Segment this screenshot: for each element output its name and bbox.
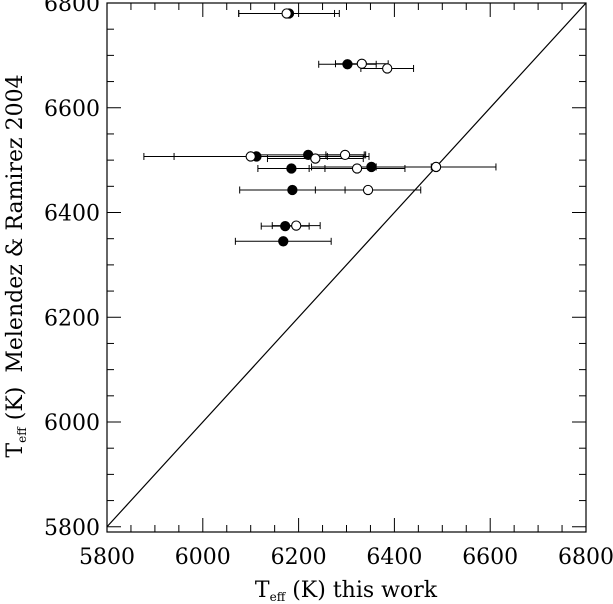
filled-data-point [280, 220, 291, 232]
open-data-point [430, 161, 442, 173]
x-tick-label: 6000 [175, 545, 231, 570]
open-data-point [362, 184, 374, 196]
open-data-point [310, 153, 321, 164]
filled-data-point [286, 163, 297, 174]
y-tick-label: 6600 [44, 97, 100, 122]
open-data-point [356, 58, 367, 69]
axis-ticks [106, 2, 587, 532]
error-bars-group [143, 9, 497, 245]
open-data-point [291, 220, 302, 231]
open-data-point [351, 163, 363, 174]
y-axis-title: Teff (K) Melendez & Ramirez 2004 [3, 74, 29, 457]
data-points-group [245, 8, 442, 247]
filled-data-point [342, 59, 353, 70]
one-to-one-line [107, 3, 586, 528]
x-axis-title: Teff (K) this work [255, 578, 438, 604]
filled-data-point [287, 184, 298, 196]
tick-labels-group: 5800 6000 6200 6400 6600 6800 5800 6000 6200 6400… [44, 0, 613, 570]
open-data-point [245, 151, 256, 162]
filled-data-point [366, 161, 377, 173]
y-tick-label: 6800 [44, 0, 100, 17]
x-tick-label: 6600 [462, 545, 518, 570]
x-tick-label: 5800 [79, 545, 135, 570]
y-tick-label: 6000 [44, 411, 100, 436]
y-tick-label: 6400 [44, 202, 100, 227]
filled-data-point [278, 236, 289, 247]
y-tick-label: 6200 [44, 306, 100, 331]
x-tick-label: 6800 [558, 545, 613, 570]
open-data-point [339, 149, 351, 161]
open-data-point [281, 8, 292, 19]
open-data-point [382, 63, 393, 74]
one-to-one-line-group [107, 3, 586, 528]
y-tick-label: 5800 [44, 516, 100, 541]
x-tick-label: 6200 [271, 545, 327, 570]
x-tick-label: 6400 [366, 545, 422, 570]
